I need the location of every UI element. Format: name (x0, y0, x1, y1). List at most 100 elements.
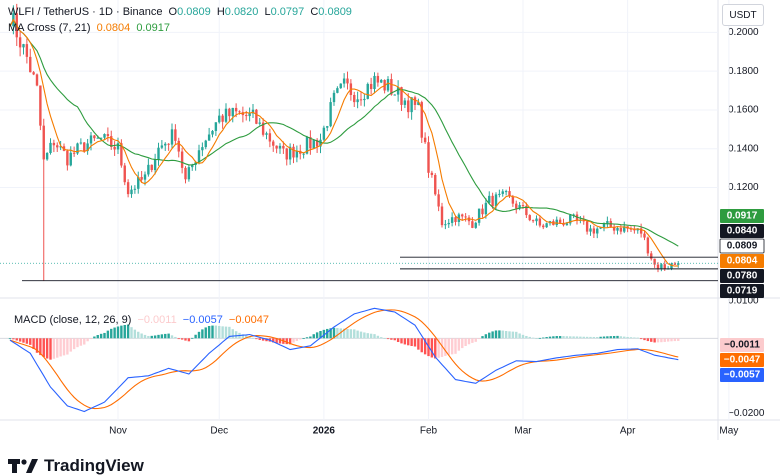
macd-histogram-bar (629, 337, 633, 339)
macd-histogram-bar (201, 329, 204, 339)
price-tick-label: 0.1400 (728, 143, 759, 154)
macd-histogram-bar (96, 335, 99, 339)
price-tag-box (720, 284, 764, 298)
macd-histogram-bar (518, 333, 521, 339)
macd-histogram-bar (123, 324, 126, 339)
candle-body (272, 141, 275, 146)
candle-body (69, 152, 72, 166)
candle-body (116, 143, 120, 150)
macd-histogram-bar (211, 325, 214, 339)
time-tick-label: May (719, 426, 738, 437)
candle-body (231, 107, 234, 117)
macd-histogram-bar (228, 326, 231, 339)
candle-body (582, 219, 585, 222)
macd-histogram-bar (86, 338, 89, 342)
ohlc-high-label: H (216, 6, 225, 18)
price-tag-text: 0.0719 (727, 286, 758, 297)
macd-histogram-bar (150, 335, 153, 339)
macd-histogram-bar (113, 327, 116, 339)
macd-histogram-bar (292, 338, 295, 343)
candle-body (531, 220, 535, 222)
macd-histogram-bar (646, 338, 650, 342)
currency-unit-button[interactable]: USDT (722, 4, 764, 26)
macd-histogram-bar (585, 336, 589, 339)
macd-histogram-bar (218, 325, 221, 339)
macd-histogram-bar (241, 334, 245, 339)
macd-histogram-bar (558, 336, 562, 339)
candle-body (521, 205, 525, 207)
macd-histogram-bar (423, 338, 427, 355)
macd-histogram-bar (12, 338, 15, 340)
candle-body (396, 87, 400, 95)
macd-legend[interactable]: MACD (close, 12, 26, 9) −0.0011 −0.0057 … (14, 314, 272, 326)
candle-body (363, 98, 366, 101)
candle-body (201, 147, 204, 151)
candle-body (481, 208, 484, 215)
macd-histogram-bar (376, 335, 380, 339)
macd-histogram-bar (380, 337, 383, 339)
macd-histogram-bar (137, 331, 140, 339)
macd-histogram-bar (660, 338, 663, 343)
macd-histogram-bar (413, 338, 417, 347)
macd-histogram-bar (15, 338, 18, 341)
candle-body (366, 83, 369, 99)
macd-histogram-bar (326, 328, 329, 339)
ohlc-low-value: 0.0797 (270, 6, 305, 18)
candle-body (427, 142, 430, 173)
candle-body (140, 176, 143, 180)
candle-body (302, 153, 305, 155)
macd-histogram-bar (575, 336, 579, 339)
macd-tag-box (720, 353, 764, 367)
macd-histogram-bar (180, 338, 184, 340)
candle-body (572, 214, 575, 216)
candle-body (56, 145, 59, 148)
ma-legend[interactable]: MA Cross (7, 21) 0.0804 0.0917 (8, 22, 173, 34)
ohlc-close-label: C (310, 6, 319, 18)
candle-body (133, 188, 137, 190)
macd-histogram-bar (569, 336, 572, 339)
candle-body (123, 165, 126, 183)
macd-histogram-bar (481, 336, 484, 339)
candle-body (450, 217, 454, 223)
candle-body (110, 136, 113, 147)
candle-body (322, 127, 326, 140)
candle-body (420, 102, 423, 138)
macd-histogram-bar (545, 337, 548, 339)
macd-tag: −0.0047 (720, 353, 764, 367)
candle-body (170, 129, 174, 145)
macd-histogram-bar (612, 335, 616, 339)
macd-histogram-bar (349, 329, 353, 339)
candle-body (248, 113, 251, 117)
time-tick-label: Dec (210, 426, 228, 437)
price-tag-text: 0.0917 (727, 211, 758, 222)
candle-body (39, 85, 42, 126)
ma-fast-line (9, 18, 679, 267)
macd-histogram-bar (461, 338, 464, 349)
candle-body (477, 208, 481, 223)
candle-body (238, 111, 241, 113)
candle-body (25, 44, 29, 57)
candle-body (42, 125, 45, 160)
candle-body (177, 140, 180, 152)
macd-histogram-bar (434, 338, 437, 359)
macd-histogram-bar (369, 333, 373, 339)
macd-histogram-bar (471, 338, 474, 343)
macd-histogram-bar (245, 335, 248, 339)
candle-body (380, 79, 383, 83)
macd-histogram-bar (508, 331, 511, 339)
macd-histogram-bar (255, 338, 258, 340)
tradingview-brand: TradingView (44, 456, 144, 475)
candle-body (49, 142, 52, 154)
candle-body (164, 143, 167, 146)
macd-tick-label: 0.0100 (728, 295, 759, 306)
macd-hist-value: −0.0011 (137, 314, 177, 326)
macd-histogram-bar (177, 338, 180, 340)
ma-label: MA Cross (7, 21) (8, 22, 91, 34)
macd-histogram-bar (224, 326, 228, 339)
candle-body (18, 37, 22, 48)
candle-body (528, 215, 531, 221)
macd-histogram-bar (305, 337, 309, 339)
macd-histogram-bar (22, 338, 25, 343)
macd-histogram-bar (258, 338, 261, 340)
